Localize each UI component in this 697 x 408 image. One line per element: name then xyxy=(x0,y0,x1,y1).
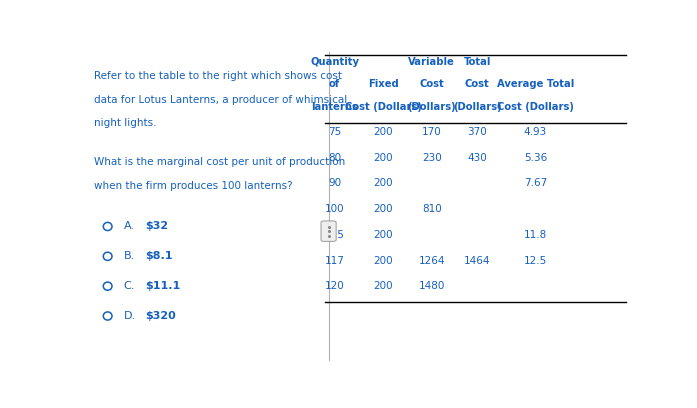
Text: 200: 200 xyxy=(374,230,393,240)
Text: D.: D. xyxy=(124,311,136,321)
Text: 200: 200 xyxy=(374,153,393,163)
Text: 1264: 1264 xyxy=(418,256,445,266)
Text: 1464: 1464 xyxy=(464,256,491,266)
Text: 11.8: 11.8 xyxy=(524,230,547,240)
Text: Average Total: Average Total xyxy=(497,80,574,89)
Text: 370: 370 xyxy=(467,127,487,137)
FancyBboxPatch shape xyxy=(321,221,336,242)
Text: Fixed: Fixed xyxy=(368,80,399,89)
Text: Quantity: Quantity xyxy=(310,57,359,67)
Text: 4.93: 4.93 xyxy=(524,127,547,137)
Text: Cost: Cost xyxy=(420,80,444,89)
Text: 115: 115 xyxy=(325,230,344,240)
Text: B.: B. xyxy=(124,251,135,261)
Text: C.: C. xyxy=(124,281,135,291)
Text: 75: 75 xyxy=(328,127,341,137)
Text: 200: 200 xyxy=(374,178,393,188)
Text: lanterns: lanterns xyxy=(311,102,358,112)
Text: $320: $320 xyxy=(146,311,176,321)
Text: of: of xyxy=(329,80,340,89)
Text: What is the marginal cost per unit of production: What is the marginal cost per unit of pr… xyxy=(93,157,345,167)
Text: (Dollars): (Dollars) xyxy=(453,102,501,112)
Text: Variable: Variable xyxy=(408,57,455,67)
Text: 200: 200 xyxy=(374,256,393,266)
Text: 120: 120 xyxy=(325,282,344,291)
Text: when the firm produces 100 lanterns?: when the firm produces 100 lanterns? xyxy=(93,181,292,191)
Text: night lights.: night lights. xyxy=(93,118,156,128)
Text: $8.1: $8.1 xyxy=(146,251,173,261)
Text: 80: 80 xyxy=(328,153,341,163)
Text: Cost (Dollars): Cost (Dollars) xyxy=(345,102,422,112)
Text: 200: 200 xyxy=(374,282,393,291)
Text: 1480: 1480 xyxy=(419,282,445,291)
Text: 7.67: 7.67 xyxy=(524,178,547,188)
Text: 100: 100 xyxy=(325,204,344,214)
Text: 117: 117 xyxy=(325,256,344,266)
Text: Cost (Dollars): Cost (Dollars) xyxy=(497,102,574,112)
Text: Total: Total xyxy=(464,57,491,67)
Text: 5.36: 5.36 xyxy=(524,153,547,163)
Text: 170: 170 xyxy=(422,127,442,137)
Text: Cost: Cost xyxy=(465,80,489,89)
Text: 430: 430 xyxy=(467,153,487,163)
Text: Refer to the table to the right which shows cost: Refer to the table to the right which sh… xyxy=(93,71,342,81)
Text: (Dollars): (Dollars) xyxy=(408,102,456,112)
Text: 230: 230 xyxy=(422,153,442,163)
Text: data for Lotus Lanterns, a producer of whimsical: data for Lotus Lanterns, a producer of w… xyxy=(93,95,347,104)
Text: $11.1: $11.1 xyxy=(146,281,181,291)
Text: 200: 200 xyxy=(374,204,393,214)
Text: 810: 810 xyxy=(422,204,442,214)
Text: 200: 200 xyxy=(374,127,393,137)
Text: 90: 90 xyxy=(328,178,341,188)
Text: A.: A. xyxy=(124,222,135,231)
Text: $32: $32 xyxy=(146,222,169,231)
Text: 12.5: 12.5 xyxy=(524,256,547,266)
